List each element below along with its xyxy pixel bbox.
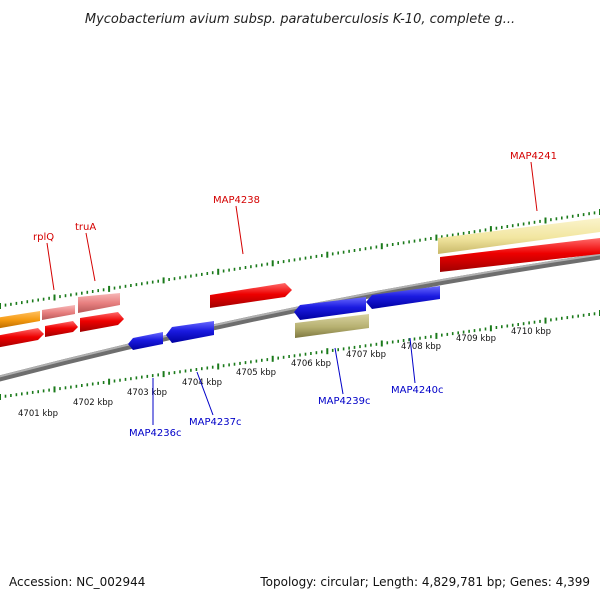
scale-label: 4703 kbp bbox=[127, 388, 167, 398]
leader-line bbox=[334, 347, 344, 395]
accession-text: Accession: NC_002944 bbox=[9, 575, 145, 589]
gene-label-MAP4238[interactable]: MAP4238 bbox=[213, 195, 260, 206]
gene-feature-orange[interactable] bbox=[0, 311, 40, 329]
gene-label-MAP4237c[interactable]: MAP4237c bbox=[189, 417, 241, 428]
scale-label: 4709 kbp bbox=[456, 334, 496, 344]
leader-line bbox=[235, 205, 244, 255]
gene-feature-MAP4237c[interactable] bbox=[166, 321, 214, 343]
gene-feature-MAP4236c[interactable] bbox=[128, 332, 163, 350]
map-title: Mycobacterium avium subsp. paratuberculo… bbox=[85, 12, 515, 27]
scale-ticks-reverse bbox=[0, 310, 600, 400]
scale-label: 4706 kbp bbox=[291, 359, 331, 369]
gene-label-rplQ[interactable]: rplQ bbox=[33, 232, 54, 243]
scale-label: 4705 kbp bbox=[236, 368, 276, 378]
gene-label-MAP4239c[interactable]: MAP4239c bbox=[318, 396, 370, 407]
gene-feature-MAP4239c[interactable] bbox=[294, 297, 366, 320]
gene-feature-red[interactable] bbox=[80, 312, 124, 332]
gene-feature-rplQ[interactable] bbox=[42, 305, 75, 320]
leader-line bbox=[409, 337, 416, 384]
gene-label-MAP4240c[interactable]: MAP4240c bbox=[391, 385, 443, 396]
gene-feature-MAP4240c[interactable] bbox=[366, 286, 440, 309]
scale-label: 4708 kbp bbox=[401, 342, 441, 352]
gene-feature-truA[interactable] bbox=[78, 293, 120, 313]
leader-line bbox=[85, 232, 96, 282]
scale-label: 4702 kbp bbox=[73, 398, 113, 408]
leader-line bbox=[530, 161, 538, 212]
gene-feature-red[interactable] bbox=[45, 321, 78, 337]
scale-label: 4704 kbp bbox=[182, 378, 222, 388]
gene-feature-olive[interactable] bbox=[295, 314, 369, 338]
gene-feature-red[interactable] bbox=[440, 238, 600, 272]
scale-label: 4707 kbp bbox=[346, 350, 386, 360]
scale-ticks-forward bbox=[0, 209, 600, 309]
scale-label: 4701 kbp bbox=[18, 409, 58, 419]
genome-summary-text: Topology: circular; Length: 4,829,781 bp… bbox=[259, 575, 590, 589]
leader-line bbox=[196, 371, 214, 416]
gene-feature-MAP4238[interactable] bbox=[210, 283, 292, 308]
gene-label-truA[interactable]: truA bbox=[75, 222, 96, 233]
gene-feature-MAP4241[interactable] bbox=[438, 218, 600, 254]
gene-feature-red[interactable] bbox=[0, 328, 44, 348]
leader-line bbox=[46, 242, 55, 291]
scale-label: 4710 kbp bbox=[511, 327, 551, 337]
gene-label-MAP4236c[interactable]: MAP4236c bbox=[129, 428, 181, 439]
gene-label-MAP4241[interactable]: MAP4241 bbox=[510, 151, 557, 162]
